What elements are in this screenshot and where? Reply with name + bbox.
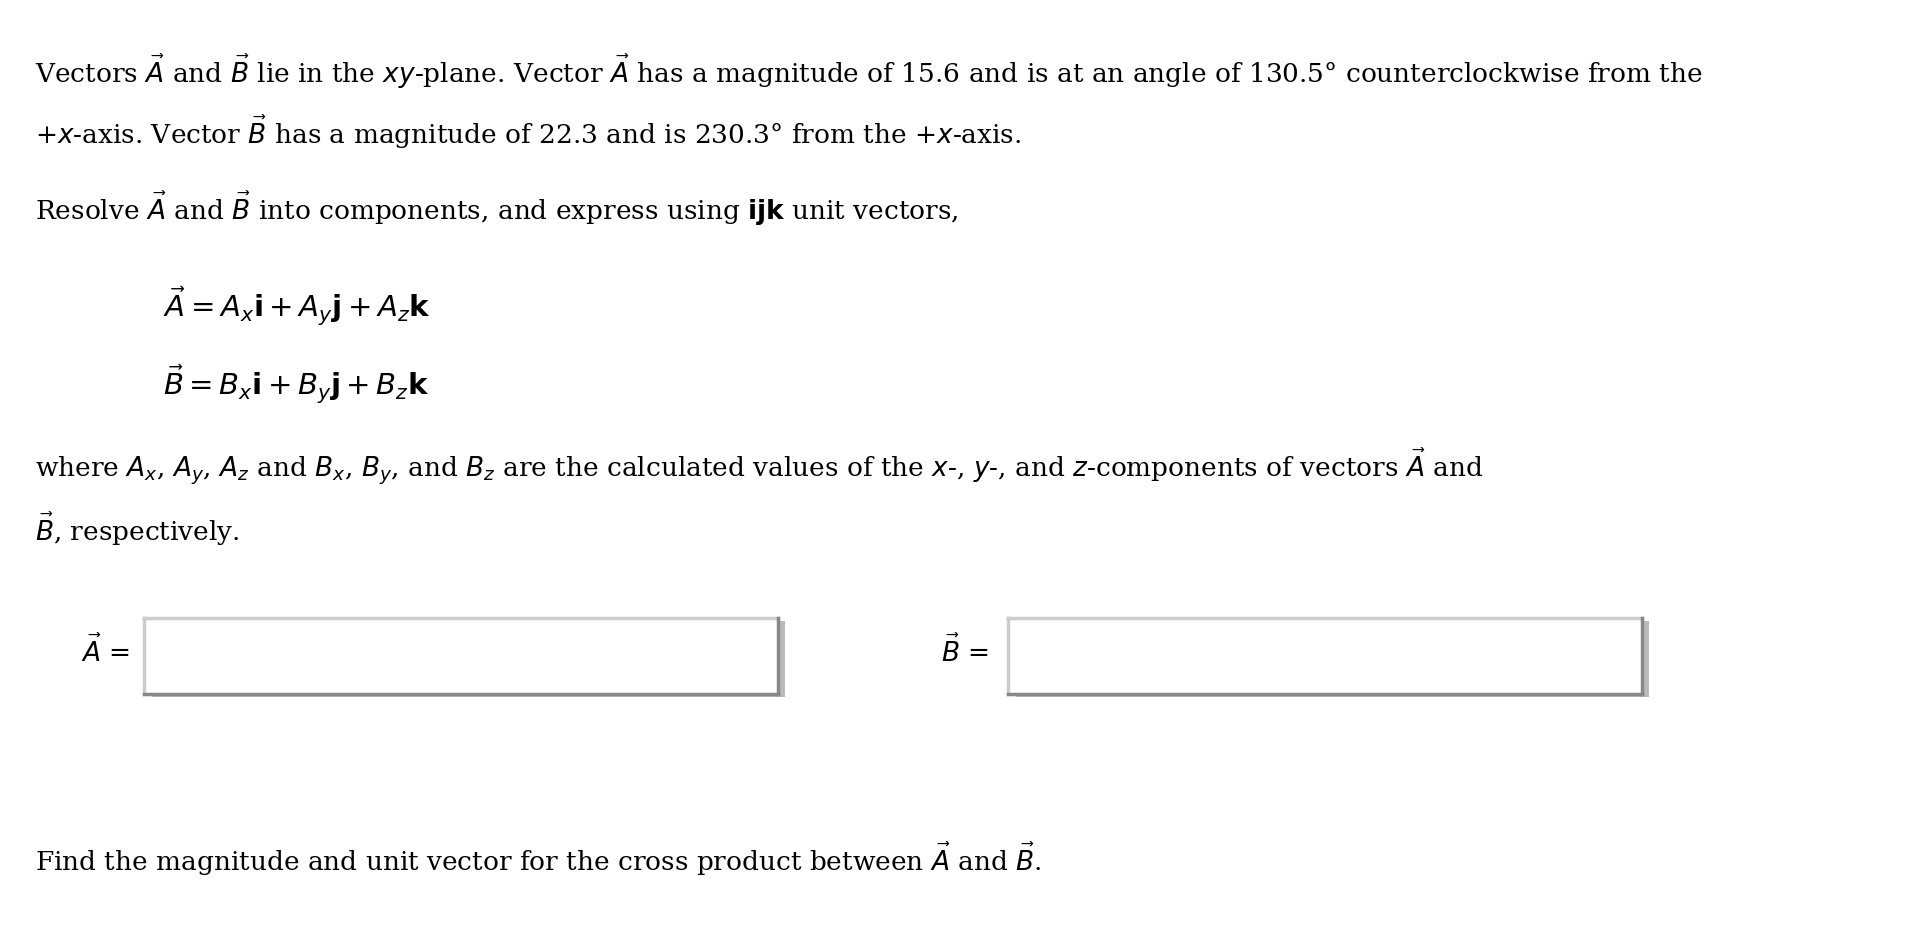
Text: $\vec{B} = B_x\mathbf{i} + B_y\mathbf{j} + B_z\mathbf{k}$: $\vec{B} = B_x\mathbf{i} + B_y\mathbf{j}… (163, 363, 430, 406)
FancyBboxPatch shape (1016, 621, 1649, 697)
Text: +$x$-axis. Vector $\vec{B}$ has a magnitude of 22.3 and is 230.3° from the +$x$-: +$x$-axis. Vector $\vec{B}$ has a magnit… (35, 114, 1021, 151)
Text: Resolve $\vec{A}$ and $\vec{B}$ into components, and express using $\mathbf{ijk}: Resolve $\vec{A}$ and $\vec{B}$ into com… (35, 190, 958, 228)
Text: $\vec{B}$, respectively.: $\vec{B}$, respectively. (35, 510, 240, 547)
Text: where $A_x$, $A_y$, $A_z$ and $B_x$, $B_y$, and $B_z$ are the calculated values : where $A_x$, $A_y$, $A_z$ and $B_x$, $B_… (35, 446, 1482, 487)
FancyBboxPatch shape (1008, 618, 1642, 694)
Text: $\vec{A} = A_x\mathbf{i} + A_y\mathbf{j} + A_z\mathbf{k}$: $\vec{A} = A_x\mathbf{i} + A_y\mathbf{j}… (163, 285, 430, 328)
FancyBboxPatch shape (152, 621, 785, 697)
Text: Find the magnitude and unit vector for the cross product between $\vec{A}$ and $: Find the magnitude and unit vector for t… (35, 841, 1041, 878)
FancyBboxPatch shape (144, 618, 778, 694)
Text: $\vec{A}$ =: $\vec{A}$ = (81, 635, 131, 667)
Text: $\vec{B}$ =: $\vec{B}$ = (941, 635, 989, 667)
Text: Vectors $\vec{A}$ and $\vec{B}$ lie in the $xy$-plane. Vector $\vec{A}$ has a ma: Vectors $\vec{A}$ and $\vec{B}$ lie in t… (35, 52, 1703, 90)
